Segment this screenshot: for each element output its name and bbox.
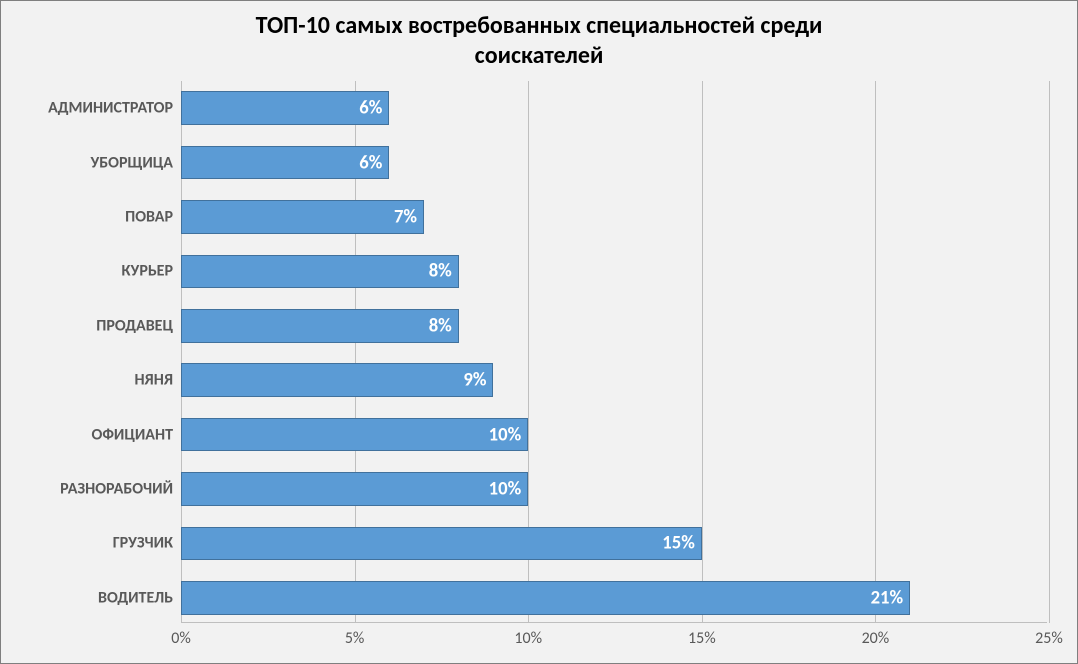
bar-value-label: 8% bbox=[429, 260, 452, 283]
bar: 21% bbox=[181, 581, 910, 615]
bar-row: РАЗНОРАБОЧИЙ10% bbox=[181, 472, 1047, 506]
bar: 6% bbox=[181, 91, 389, 125]
bar-row: ПРОДАВЕЦ8% bbox=[181, 309, 1047, 343]
bar-value-label: 15% bbox=[662, 532, 695, 555]
bar-value-label: 10% bbox=[489, 477, 522, 500]
bar-value-label: 9% bbox=[463, 369, 486, 392]
bar: 15% bbox=[181, 527, 702, 561]
y-tick-label: РАЗНОРАБОЧИЙ bbox=[60, 479, 181, 498]
bar: 8% bbox=[181, 309, 459, 343]
bar-row: КУРЬЕР8% bbox=[181, 255, 1047, 289]
bar: 6% bbox=[181, 146, 389, 180]
x-tick-label: 0% bbox=[171, 629, 191, 648]
gridline bbox=[1049, 81, 1050, 623]
y-tick-label: АДМИНИСТРАТОР bbox=[48, 99, 181, 118]
y-tick-label: НЯНЯ bbox=[134, 371, 181, 390]
bar: 7% bbox=[181, 200, 424, 234]
y-tick-label: ПОВАР bbox=[125, 207, 181, 226]
bar-row: НЯНЯ9% bbox=[181, 363, 1047, 397]
plot-area: 0%5%10%15%20%25%АДМИНИСТРАТОР6%УБОРЩИЦА6… bbox=[181, 81, 1047, 623]
y-tick-label: КУРЬЕР bbox=[122, 262, 181, 281]
bar: 9% bbox=[181, 363, 493, 397]
bar: 10% bbox=[181, 472, 528, 506]
bar-row: ПОВАР7% bbox=[181, 200, 1047, 234]
bar-row: УБОРЩИЦА6% bbox=[181, 146, 1047, 180]
y-tick-label: УБОРЩИЦА bbox=[91, 153, 181, 172]
bar-value-label: 6% bbox=[359, 97, 382, 120]
y-tick-label: ВОДИТЕЛЬ bbox=[98, 588, 181, 607]
x-tick-label: 25% bbox=[1035, 629, 1063, 648]
chart-title: ТОП-10 самых востребованных специальност… bbox=[1, 1, 1077, 71]
y-tick-label: ГРУЗЧИК bbox=[113, 534, 181, 553]
x-tick-label: 5% bbox=[345, 629, 365, 648]
bar-value-label: 21% bbox=[871, 586, 904, 609]
y-tick-label: ОФИЦИАНТ bbox=[92, 425, 182, 444]
bar: 10% bbox=[181, 418, 528, 452]
bar-row: ОФИЦИАНТ10% bbox=[181, 418, 1047, 452]
bar-value-label: 10% bbox=[489, 423, 522, 446]
bar-value-label: 6% bbox=[359, 151, 382, 174]
bar-row: ВОДИТЕЛЬ21% bbox=[181, 581, 1047, 615]
bar-row: ГРУЗЧИК15% bbox=[181, 527, 1047, 561]
bar-value-label: 8% bbox=[429, 314, 452, 337]
bar: 8% bbox=[181, 255, 459, 289]
y-tick-label: ПРОДАВЕЦ bbox=[96, 316, 181, 335]
x-tick-label: 10% bbox=[514, 629, 542, 648]
bar-value-label: 7% bbox=[394, 205, 417, 228]
chart-frame: ТОП-10 самых востребованных специальност… bbox=[0, 0, 1078, 664]
bar-row: АДМИНИСТРАТОР6% bbox=[181, 91, 1047, 125]
x-tick-label: 20% bbox=[862, 629, 890, 648]
x-axis-line bbox=[181, 622, 1047, 623]
x-tick-label: 15% bbox=[688, 629, 716, 648]
